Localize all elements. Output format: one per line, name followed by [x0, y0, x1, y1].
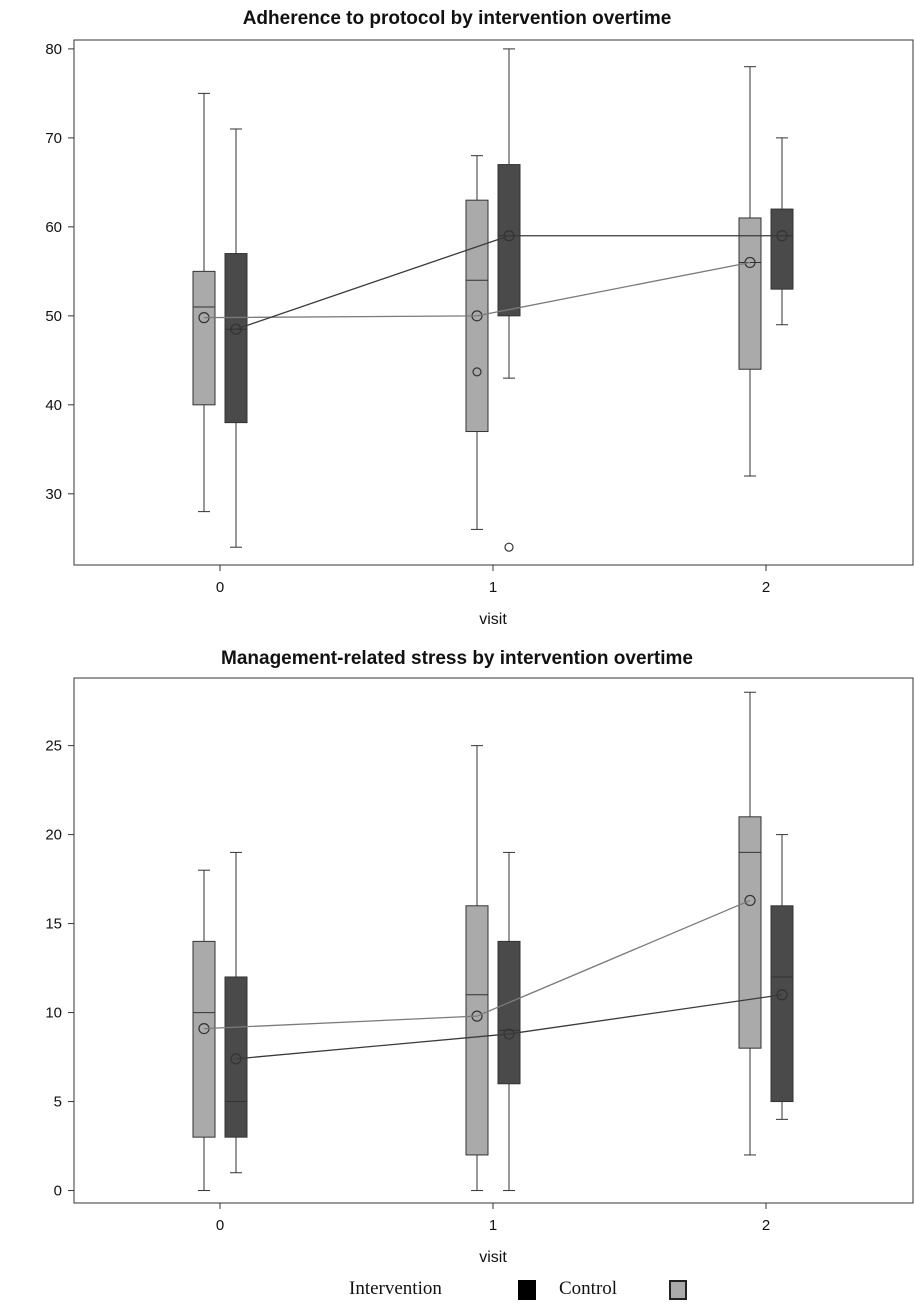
chart2-control-mean-line — [203, 899, 751, 1030]
chart1-control-outlier — [472, 367, 482, 377]
chart2-intervention-box — [770, 905, 794, 1103]
chart2-ytick-label: 15 — [45, 916, 62, 933]
chart2-title: Management-related stress by interventio… — [221, 648, 693, 669]
chart2-intervention-mean-line — [235, 994, 783, 1060]
chart1-control-box — [192, 270, 216, 406]
chart2-ytick-label: 20 — [45, 827, 62, 844]
chart1-control-mean-line — [203, 261, 751, 319]
legend-swatch-intervention — [518, 1280, 536, 1300]
chart2-xlabel: visit — [479, 1249, 507, 1266]
chart1-control-mean-marker — [744, 256, 756, 269]
chart1-intervention-mean-line — [235, 235, 782, 330]
chart2-control-mean-marker — [744, 894, 756, 907]
chart2-ytick-label: 25 — [45, 738, 62, 755]
chart1-intervention-box — [770, 208, 794, 290]
chart1-ytick-label: 30 — [45, 486, 62, 503]
chart1-intervention-outlier — [504, 542, 514, 552]
chart1-ytick-label: 70 — [45, 130, 62, 147]
legend-label-intervention: Intervention — [349, 1278, 442, 1299]
chart1-xtick-label: 0 — [216, 579, 224, 596]
chart-area: Adherence to protocol by intervention ov… — [45, 8, 914, 1266]
chart2-control-box — [738, 816, 762, 1049]
chart2-xtick-label: 2 — [762, 1217, 770, 1234]
chart2-control-box — [465, 905, 489, 1156]
chart2-intervention-box — [224, 976, 248, 1138]
chart2-intervention-mean-marker — [776, 989, 788, 1001]
chart1-title: Adherence to protocol by intervention ov… — [243, 8, 672, 29]
chart1-ytick-label: 80 — [45, 41, 62, 58]
chart1-ytick-label: 50 — [45, 308, 62, 325]
chart2-ytick-label: 5 — [54, 1094, 62, 1111]
legend-swatch-control — [669, 1280, 687, 1300]
legend: Intervention Control — [0, 1272, 914, 1305]
chart2-xtick-label: 1 — [489, 1217, 497, 1234]
chart1-ytick-label: 40 — [45, 397, 62, 414]
chart2-ytick-label: 0 — [54, 1183, 62, 1200]
chart2-ytick-label: 10 — [45, 1005, 62, 1022]
chart1-intervention-box — [224, 253, 248, 424]
chart1-control-box — [738, 217, 762, 370]
chart1-xtick-label: 1 — [489, 579, 497, 596]
chart1-xtick-label: 2 — [762, 579, 770, 596]
chart2-control-box — [192, 940, 216, 1138]
chart2-intervention-box — [497, 940, 521, 1085]
chart2-xtick-label: 0 — [216, 1217, 224, 1234]
chart1-xlabel: visit — [479, 611, 507, 628]
chart1-intervention-mean-marker — [230, 323, 242, 335]
chart1-ytick-label: 60 — [45, 219, 62, 236]
legend-label-control: Control — [559, 1278, 618, 1299]
